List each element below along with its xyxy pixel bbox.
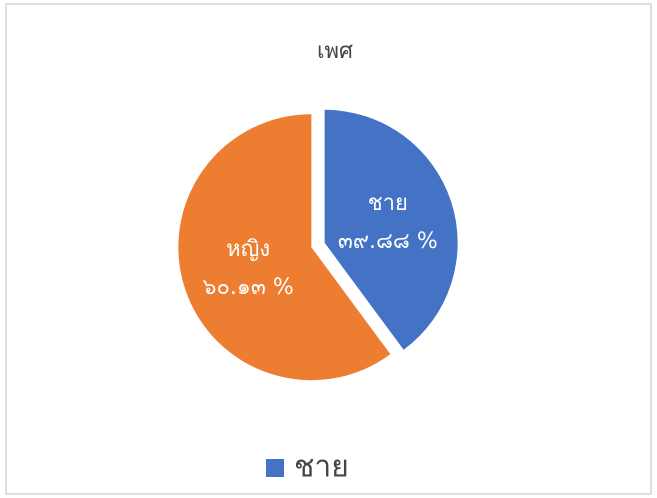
pie-slice xyxy=(324,109,458,350)
chart-title: เพศ xyxy=(317,39,353,64)
legend-swatch xyxy=(266,459,284,477)
pie-slice xyxy=(178,114,391,381)
slice-value-label: ๓๙.๘๘ % xyxy=(338,229,438,254)
slice-value-label: ๖๐.๑๓ % xyxy=(203,275,294,300)
legend-label: ชาย xyxy=(294,450,349,485)
chart-frame xyxy=(5,3,652,495)
slice-category-label: ชาย xyxy=(368,191,408,216)
slice-category-label: หญิง xyxy=(226,237,270,262)
